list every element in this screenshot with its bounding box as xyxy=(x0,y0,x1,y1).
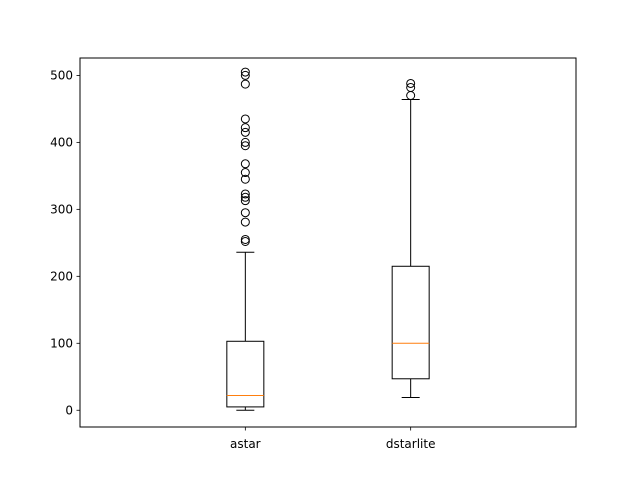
x-tick-label: astar xyxy=(230,437,261,451)
iqr-box xyxy=(226,340,265,408)
y-tick-label: 100 xyxy=(50,336,73,350)
outlier-point xyxy=(406,91,416,101)
y-tick-label: 300 xyxy=(50,202,73,216)
outlier-point xyxy=(240,123,250,133)
outlier-point xyxy=(240,70,250,80)
outlier-point xyxy=(240,192,250,202)
y-tick-label: 200 xyxy=(50,269,73,283)
x-axis: astar dstarlite xyxy=(230,427,435,451)
outlier-point xyxy=(406,78,416,88)
outlier-point xyxy=(240,79,250,89)
outlier-point xyxy=(240,114,250,124)
outlier-point xyxy=(240,208,250,218)
outlier-point xyxy=(406,82,416,92)
outlier-point xyxy=(240,234,250,244)
y-tick-label: 500 xyxy=(50,68,73,82)
x-tick-label: dstarlite xyxy=(386,437,436,451)
y-tick-label: 400 xyxy=(50,135,73,149)
outlier-point xyxy=(240,67,250,77)
outlier-point xyxy=(240,168,250,178)
outlier-point xyxy=(240,196,250,206)
outlier-point xyxy=(240,236,250,246)
outlier-point xyxy=(240,159,250,169)
outlier-point xyxy=(240,217,250,227)
plot-frame xyxy=(79,57,577,428)
outlier-point xyxy=(240,189,250,199)
outlier-point xyxy=(240,127,250,137)
outlier-point xyxy=(240,137,250,147)
iqr-box xyxy=(391,265,430,380)
y-axis: 0 100 200 300 400 500 xyxy=(50,68,80,417)
y-tick-label: 0 xyxy=(65,403,73,417)
outlier-point xyxy=(240,174,250,184)
box-astar xyxy=(226,67,265,411)
plot-marks xyxy=(226,67,430,411)
outlier-point xyxy=(240,141,250,151)
box-dstarlite xyxy=(391,78,430,399)
